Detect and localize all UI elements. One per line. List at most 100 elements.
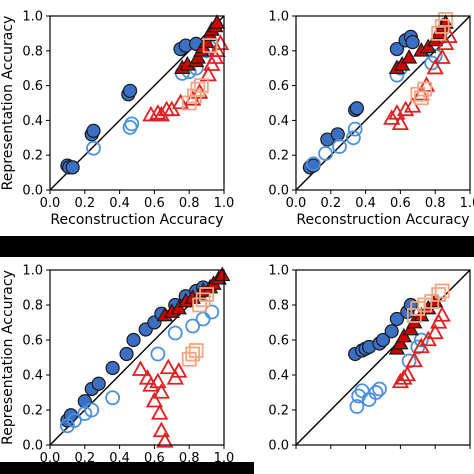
data-point-open-circle <box>305 156 321 172</box>
y-tick-label: 0.8 <box>268 299 289 314</box>
data-point-open-circle <box>347 121 363 137</box>
bottom-left-gap <box>0 462 240 474</box>
y-tick-label: 1.0 <box>22 10 43 25</box>
data-point-open-square <box>202 38 218 53</box>
data-point-open-triangle <box>396 100 415 117</box>
series-filled-circle <box>302 29 420 175</box>
data-point-open-triangle <box>142 376 160 392</box>
x-tick-label: 0.4 <box>355 196 376 211</box>
scatter-panel-1: 0.00.20.40.60.81.00.0 0.2 0.4 0.6 0.8 1.0Reco… <box>0 10 234 229</box>
x-tick-label: 0.0 <box>40 451 61 466</box>
data-point-open-circle <box>150 346 166 362</box>
data-point-filled-circle <box>119 346 134 362</box>
data-point-open-triangle <box>171 93 190 110</box>
data-point-open-triangle <box>391 114 410 131</box>
data-point-open-circle <box>372 381 387 397</box>
data-point-open-circle <box>401 353 417 369</box>
x-tick-label: 0.4 <box>109 196 130 211</box>
data-point-filled-circle <box>389 311 405 327</box>
scatter-panel-4: 0.0 0.2 0.4 0.6 0.8 1.0 <box>268 264 471 454</box>
data-point-open-square <box>199 287 215 302</box>
plot-frame <box>49 269 225 446</box>
x-tick-label: 0.0 <box>40 196 61 211</box>
y-tick-label: 0.4 <box>22 114 43 129</box>
data-point-open-triangle <box>145 391 164 408</box>
y-tick-label: 1.0 <box>268 264 289 279</box>
data-point-open-circle <box>86 140 101 156</box>
x-axis-label: Reconstruction Accuracy <box>50 212 223 228</box>
y-tick-label: 0.6 <box>22 79 43 94</box>
data-point-filled-circle <box>349 101 364 116</box>
data-point-filled-triangle <box>402 320 419 336</box>
data-point-open-triangle <box>403 97 422 113</box>
data-point-open-square <box>193 78 209 93</box>
data-point-open-square <box>190 81 206 97</box>
x-tick-label: 0.6 <box>144 196 165 211</box>
y-tick-label: 0.2 <box>22 149 43 164</box>
data-point-filled-circle <box>65 160 80 175</box>
data-point-open-circle <box>413 332 429 348</box>
data-point-open-circle <box>84 402 100 418</box>
x-tick-label: 0.2 <box>74 196 95 211</box>
y-tick-label: 0.4 <box>22 369 43 384</box>
series-open-square <box>181 287 215 367</box>
x-tick-label: 0.6 <box>144 451 165 466</box>
data-point-open-circle <box>66 413 82 428</box>
data-point-open-circle <box>318 146 333 161</box>
data-point-filled-circle <box>330 127 345 142</box>
data-point-open-circle <box>368 385 384 400</box>
y-tick-label: 0.8 <box>22 44 43 59</box>
y-axis-label: Representation Accuracy <box>0 16 16 191</box>
data-point-open-triangle <box>159 358 177 375</box>
data-point-open-triangle <box>395 369 413 385</box>
data-point-open-square <box>417 81 433 97</box>
data-point-filled-triangle <box>395 327 413 343</box>
data-point-filled-triangle <box>170 299 187 315</box>
y-tick-label: 0.8 <box>268 44 289 59</box>
data-point-open-triangle <box>142 105 160 122</box>
data-point-open-circle <box>346 130 361 146</box>
data-point-open-square <box>434 283 450 299</box>
data-point-open-triangle <box>150 404 169 420</box>
x-tick-label: 0.8 <box>179 196 200 211</box>
data-point-open-square <box>188 343 204 358</box>
plot-frame <box>49 15 225 191</box>
series-open-circle <box>60 304 220 434</box>
data-point-open-triangle <box>383 109 401 125</box>
y-tick-label: 0.2 <box>22 404 43 419</box>
data-point-open-circle <box>349 399 365 414</box>
data-point-open-triangle <box>152 421 171 438</box>
plot-frame <box>295 269 471 446</box>
y-tick-label: 0.6 <box>268 79 289 94</box>
data-point-filled-triangle <box>400 49 418 64</box>
scatter-panel-3: 0.0 0.2 0.4 0.6 0.8 1.0 0.0 0.2 0.4 0.6 0.8 1.0 Repr… <box>0 264 234 467</box>
data-point-open-square <box>185 346 201 362</box>
data-point-filled-circle <box>86 123 101 138</box>
data-point-open-triangle <box>156 432 174 448</box>
bottom-panel-band <box>0 257 474 474</box>
y-tick-label: 0.6 <box>268 334 289 349</box>
y-axis-label: Representation Accuracy <box>0 270 16 445</box>
data-point-filled-circle <box>105 360 120 376</box>
data-point-open-triangle <box>405 351 423 368</box>
data-point-open-circle <box>185 318 201 334</box>
data-point-filled-circle <box>405 34 420 50</box>
data-point-filled-triangle <box>214 266 231 282</box>
data-point-filled-triangle <box>392 334 409 350</box>
y-tick-label: 0.4 <box>268 369 289 384</box>
data-point-open-circle <box>332 139 347 154</box>
y-tick-label: 0.6 <box>22 334 43 349</box>
bottom-right-gap <box>240 462 254 474</box>
data-point-open-circle <box>105 390 121 406</box>
series-open-square <box>410 12 454 106</box>
x-tick-label: 1.0 <box>214 196 235 211</box>
y-tick-label: 0.0 <box>268 439 289 454</box>
data-point-filled-circle <box>389 41 405 57</box>
data-point-open-triangle <box>433 306 451 322</box>
x-tick-label: 0.2 <box>74 451 95 466</box>
data-point-filled-circle <box>384 324 399 339</box>
data-point-open-triangle <box>152 383 171 399</box>
data-point-filled-circle <box>77 394 92 409</box>
data-point-open-triangle <box>426 58 444 75</box>
